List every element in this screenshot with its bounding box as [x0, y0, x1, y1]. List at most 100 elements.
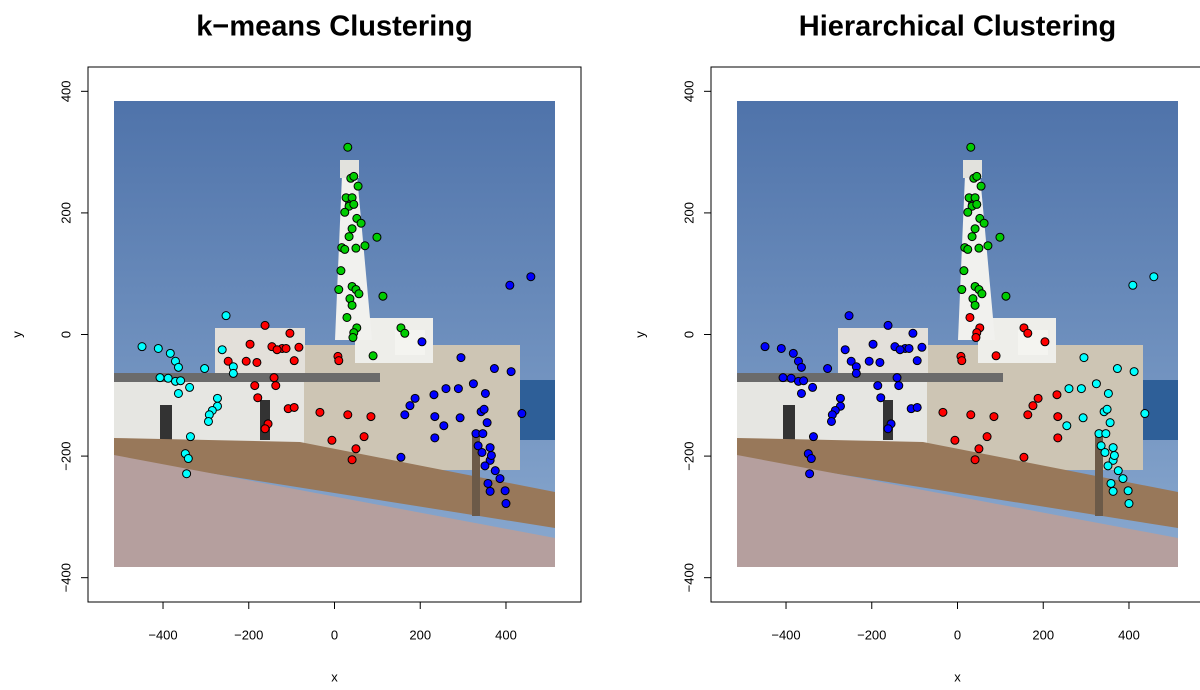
point [912, 356, 922, 366]
point [1023, 328, 1033, 338]
point [1118, 474, 1128, 484]
point [1033, 393, 1043, 403]
point [970, 455, 980, 465]
point [349, 199, 359, 209]
point [252, 357, 262, 367]
point [895, 345, 905, 355]
point [366, 412, 376, 422]
point [483, 478, 493, 488]
point [989, 412, 999, 422]
point [272, 345, 282, 355]
point [979, 218, 989, 228]
point [778, 373, 788, 383]
point [342, 312, 352, 322]
point [327, 435, 337, 445]
point [1109, 450, 1119, 460]
point [344, 232, 354, 242]
point [796, 388, 806, 398]
point [1103, 461, 1113, 471]
point [976, 181, 986, 191]
point [876, 393, 886, 403]
point [200, 364, 210, 374]
point [844, 311, 854, 321]
point [221, 311, 231, 321]
point [1019, 452, 1029, 462]
point [368, 351, 378, 361]
point [430, 412, 440, 422]
point [155, 373, 165, 383]
point [799, 376, 809, 386]
point [294, 342, 304, 352]
point [348, 333, 358, 343]
point [1079, 353, 1089, 363]
point [912, 402, 922, 412]
point [966, 410, 976, 420]
point [963, 207, 973, 217]
point [253, 393, 263, 403]
point [1076, 384, 1086, 394]
point [950, 435, 960, 445]
x-tick-label: −200 [857, 627, 886, 642]
point [965, 312, 975, 322]
point [473, 441, 483, 451]
point [480, 388, 490, 398]
point [478, 429, 488, 439]
point [972, 199, 982, 209]
point [1096, 441, 1106, 451]
point [971, 333, 981, 343]
point [982, 432, 992, 442]
point [970, 224, 980, 234]
point [217, 345, 227, 355]
x-tick-label: 400 [495, 627, 517, 642]
point [776, 343, 786, 353]
point [864, 356, 874, 366]
point [485, 486, 495, 496]
point [185, 432, 195, 442]
point [400, 328, 410, 338]
point [340, 207, 350, 217]
point [490, 466, 500, 476]
point [495, 474, 505, 484]
point [223, 356, 233, 366]
y-tick-label: −200 [58, 441, 73, 470]
point [153, 343, 163, 353]
point [1113, 466, 1123, 476]
point [340, 244, 350, 254]
point [336, 266, 346, 276]
point [271, 381, 281, 391]
point [938, 407, 948, 417]
chart-title: Hierarchical Clustering [799, 11, 1117, 43]
point [808, 432, 818, 442]
point [260, 320, 270, 330]
point [349, 171, 359, 181]
point [182, 469, 192, 479]
point [228, 368, 238, 378]
point [826, 416, 836, 426]
point [977, 289, 987, 299]
point [410, 393, 420, 403]
point [894, 381, 904, 391]
point [245, 339, 255, 349]
point [347, 300, 357, 310]
point [1078, 413, 1088, 423]
x-tick-label: 0 [954, 627, 961, 642]
point [453, 384, 463, 394]
point [966, 142, 976, 152]
point [315, 407, 325, 417]
point [517, 409, 527, 419]
point [482, 418, 492, 428]
point [176, 376, 186, 386]
point [1123, 486, 1133, 496]
point [974, 444, 984, 454]
point [1128, 280, 1138, 290]
point [1124, 499, 1134, 509]
point [343, 410, 353, 420]
point [456, 353, 466, 363]
point [343, 142, 353, 152]
point [173, 362, 183, 372]
point [908, 328, 918, 338]
point [269, 373, 279, 383]
point [360, 241, 370, 251]
point [1108, 486, 1118, 496]
